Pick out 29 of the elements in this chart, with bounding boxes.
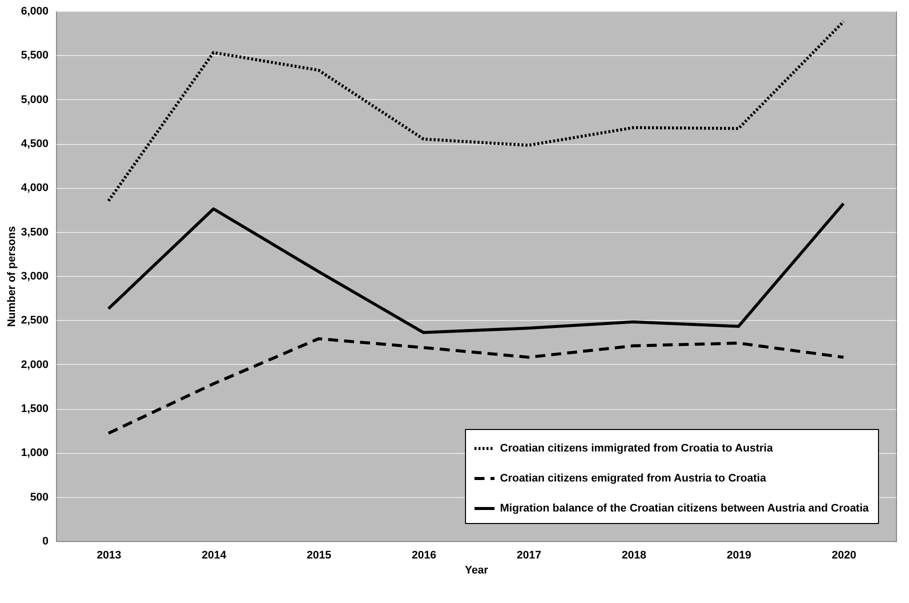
y-tick-label: 5,000 [20, 94, 48, 106]
y-tick-label: 1,500 [20, 403, 48, 415]
y-tick-label: 0 [42, 536, 48, 548]
y-tick-label: 3,000 [20, 270, 48, 282]
legend-label: Migration balance of the Croatian citizens between Austria and Croatia [500, 502, 870, 514]
x-axis-title: Year [464, 564, 489, 576]
y-tick-label: 500 [30, 491, 48, 504]
x-tick-label: 2019 [726, 550, 752, 562]
x-tick-label: 2013 [96, 550, 122, 562]
legend-label: Croatian citizens emigrated from Austria to Croatia [500, 472, 767, 484]
line-series [107, 20, 845, 202]
x-tick-label: 2017 [516, 550, 542, 562]
y-tick-label: 6,000 [20, 6, 48, 18]
y-tick-label: 2,500 [20, 314, 48, 327]
y-axis-title: Number of persons [6, 226, 18, 327]
x-tick-label: 2016 [412, 550, 436, 562]
x-tick-label: 2018 [622, 550, 646, 562]
line-series [107, 337, 845, 435]
x-tick-label: 2014 [202, 550, 228, 562]
y-tick-label: 4,000 [20, 182, 48, 194]
y-tick-label: 2,000 [20, 358, 48, 371]
y-tick-label: 5,500 [20, 50, 48, 62]
y-tick-label: 4,500 [20, 138, 48, 150]
x-tick-label: 2020 [832, 550, 856, 562]
y-tick-label: 1,000 [20, 447, 48, 460]
legend-label: Croatian citizens immigrated from Croatia to Austria [500, 442, 774, 454]
line-series [107, 202, 845, 334]
x-tick-label: 2015 [306, 550, 332, 562]
y-tick-label: 3,500 [20, 226, 48, 238]
